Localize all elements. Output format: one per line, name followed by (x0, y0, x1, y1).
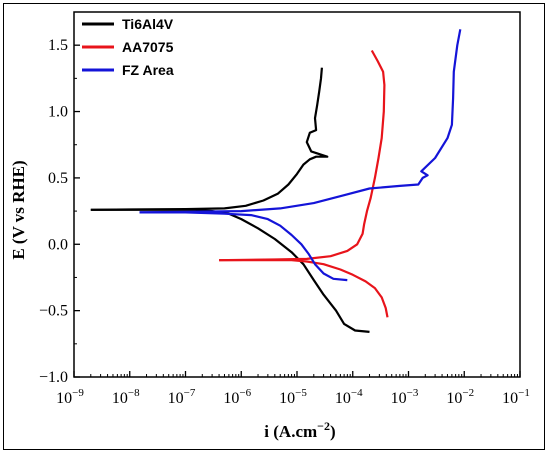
legend-label: AA7075 (122, 39, 174, 55)
x-tick-label: 10−6 (223, 387, 251, 407)
series-line-aa7075-3 (219, 49, 386, 262)
x-tick-label: 10−9 (56, 387, 84, 407)
y-tick-label: 1.5 (48, 37, 68, 54)
legend-label: FZ Area (122, 62, 174, 78)
x-tick-label: 10−7 (168, 387, 196, 407)
x-tick-label: 10−5 (279, 387, 307, 407)
x-tick-label: 10−4 (335, 387, 363, 407)
series-line-fz-area-5 (139, 29, 462, 214)
ticks-layer: 10−9 10−8 10−7 10−6 10−5 10−4 10−3 10−2 10−1 −1.0… (39, 37, 530, 407)
series-line-ti6al4v-0 (90, 208, 370, 333)
series-layer (90, 29, 462, 333)
y-tick-label: −0.5 (39, 303, 68, 320)
y-tick-label: 0.0 (48, 236, 68, 253)
legend: Ti6Al4V AA7075 FZ Area (82, 16, 174, 78)
x-axis-title-main: i (A.cm (264, 422, 317, 441)
y-tick-label: −1.0 (39, 369, 68, 386)
legend-label: Ti6Al4V (122, 16, 174, 32)
x-axis-title: i (A.cm−2) (264, 419, 335, 441)
y-axis-title: E (V vs RHE) (9, 160, 28, 259)
x-tick-label: 10−2 (446, 387, 474, 407)
y-tick-label: 0.5 (48, 170, 68, 187)
x-tick-label: 10−1 (502, 387, 530, 407)
series-line-ti6al4v-1 (90, 67, 329, 211)
series-line-fz-area-4 (139, 211, 348, 282)
y-tick-label: 1.0 (48, 104, 68, 121)
series-line-aa7075-2 (219, 259, 389, 318)
x-axis-title-exponent: −2 (317, 419, 330, 433)
x-tick-label: 10−8 (112, 387, 140, 407)
x-axis-title-close: ) (330, 422, 336, 441)
x-tick-label: 10−3 (391, 387, 419, 407)
